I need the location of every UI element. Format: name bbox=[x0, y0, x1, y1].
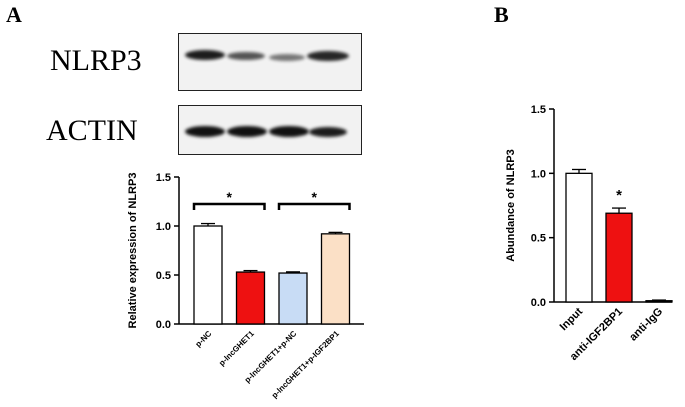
blot-nlrp3 bbox=[178, 33, 362, 91]
y-axis-label: Relative expression of NLRP3 bbox=[127, 173, 139, 329]
significance-label: * bbox=[312, 189, 318, 205]
significance-bracket bbox=[192, 202, 266, 210]
bar bbox=[320, 233, 351, 325]
blot-band bbox=[227, 52, 265, 60]
y-tick-label: 0.5 bbox=[531, 233, 546, 245]
blot-label-nlrp3: NLRP3 bbox=[50, 44, 142, 77]
blot-band bbox=[185, 50, 225, 60]
blot-band bbox=[307, 51, 349, 61]
y-tick-label: 1.5 bbox=[156, 172, 171, 184]
panel-letter-b: B bbox=[494, 2, 509, 27]
y-axis-label: Abundance of NLRP3 bbox=[505, 149, 517, 261]
bar bbox=[645, 300, 673, 303]
blot-actin bbox=[178, 105, 362, 155]
x-tick-label: anti-IgG bbox=[627, 306, 665, 344]
blot-band bbox=[269, 126, 309, 137]
y-tick-label: 0.5 bbox=[156, 270, 171, 282]
blot-band bbox=[269, 54, 305, 61]
y-tick-label: 0.0 bbox=[531, 297, 546, 309]
y-tick-label: 0.0 bbox=[156, 319, 171, 331]
bar bbox=[565, 172, 593, 303]
blot-band bbox=[185, 126, 225, 137]
bar bbox=[605, 212, 633, 303]
blot-band bbox=[227, 126, 267, 137]
significance-label: * bbox=[616, 187, 622, 204]
y-tick-label: 1.5 bbox=[531, 104, 546, 116]
significance-label: * bbox=[227, 189, 233, 205]
y-tick-label: 1.0 bbox=[156, 221, 171, 233]
x-tick-label: Input bbox=[558, 305, 586, 333]
blot-label-actin: ACTIN bbox=[46, 114, 138, 147]
panel-letter-a: A bbox=[6, 2, 22, 27]
blot-band bbox=[309, 127, 347, 137]
significance-bracket bbox=[277, 202, 351, 210]
y-tick-label: 1.0 bbox=[531, 168, 546, 180]
